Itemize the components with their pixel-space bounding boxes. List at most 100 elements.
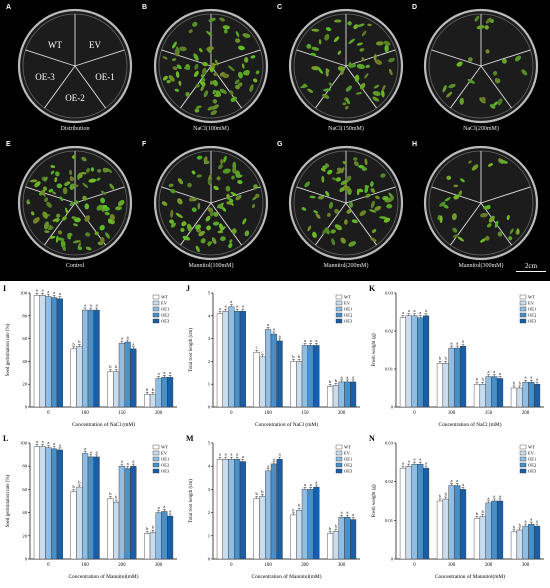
seedling — [501, 58, 507, 64]
legend-label: OE3 — [344, 469, 353, 474]
seedling — [373, 84, 380, 89]
x-tick-label: 300 — [155, 563, 163, 568]
seedling — [222, 168, 231, 174]
y-tick-label: 40 — [22, 359, 27, 364]
seedling — [221, 73, 230, 79]
bar — [510, 531, 518, 560]
seedling — [311, 46, 320, 51]
significance-letter: a — [304, 482, 306, 487]
plate-letter: G — [277, 141, 283, 148]
bar — [491, 500, 498, 560]
sector-label: OE-2 — [65, 93, 85, 103]
seedling — [304, 181, 310, 188]
seedling — [59, 196, 64, 202]
significance-letter: a — [499, 493, 501, 498]
bar — [422, 467, 430, 560]
seedling — [237, 179, 243, 185]
bar-chart-svg: M 0 1 2 3 4 5 Total root length (cm) Concentrati… — [186, 434, 360, 580]
significance-letter: a — [267, 463, 269, 468]
x-tick-label: 0 — [413, 563, 416, 568]
seedling — [175, 71, 180, 79]
significance-letter: a — [310, 338, 312, 343]
seedling — [96, 204, 103, 211]
seedling — [439, 201, 446, 207]
plate-caption: NaCl(100mM) — [193, 126, 229, 132]
seedling — [224, 29, 228, 34]
seedling — [493, 101, 499, 106]
seedling — [516, 228, 520, 235]
seedling — [43, 186, 48, 191]
x-tick-label: 200 — [338, 411, 346, 416]
plate-graphic — [288, 145, 404, 261]
seedling — [374, 205, 382, 211]
seedling — [384, 44, 389, 53]
plate-graphic: WT EV OE-1 OE-2 OE-3 — [17, 8, 133, 124]
bar — [93, 456, 100, 560]
petri-plate-C: C NaCl(150mM) — [277, 4, 411, 132]
seedling — [77, 246, 83, 251]
seedling — [485, 17, 492, 24]
legend-label: EV — [161, 301, 168, 306]
significance-letter: b — [513, 524, 516, 529]
significance-letter: a — [402, 310, 404, 315]
significance-letter: a — [230, 299, 232, 304]
seedling — [346, 209, 352, 214]
seedling — [61, 216, 67, 221]
seedling — [359, 82, 366, 90]
seedling — [228, 243, 233, 249]
legend-swatch — [335, 294, 343, 300]
panel-letter: J — [186, 284, 190, 293]
significance-letter: a — [47, 440, 49, 445]
seedling — [174, 48, 179, 54]
legend-swatch — [335, 462, 343, 468]
significance-letter: a — [42, 288, 44, 293]
seedling — [244, 230, 250, 237]
seedling — [199, 80, 206, 87]
seedling — [85, 232, 91, 237]
bar — [479, 383, 486, 408]
x-tick-label: 200 — [155, 411, 163, 416]
seedling — [497, 98, 503, 106]
sector-divider — [480, 65, 512, 109]
bar — [276, 340, 283, 408]
x-tick-label: 0 — [230, 563, 233, 568]
x-tick-label: 0 — [47, 411, 50, 416]
sector-label: OE-3 — [35, 72, 55, 82]
seedling — [487, 163, 494, 167]
legend-swatch — [335, 450, 343, 456]
y-tick-label: 20 — [22, 382, 27, 387]
y-tick-label: 1 — [208, 382, 211, 387]
significance-letter: a — [419, 457, 421, 462]
seedling — [317, 195, 325, 200]
seedling — [84, 215, 91, 221]
seedling — [176, 64, 182, 70]
seedling — [205, 160, 210, 164]
seedling — [347, 21, 352, 26]
significance-letter: a — [456, 478, 458, 483]
seedling — [172, 41, 177, 49]
x-tick-label: 300 — [522, 563, 530, 568]
seedling — [364, 158, 368, 166]
seedling — [188, 197, 194, 202]
significance-letter: a — [408, 459, 410, 464]
seedling — [67, 232, 73, 237]
plate-caption: Mannitol(100mM) — [188, 263, 234, 269]
significance-letter: a — [451, 341, 453, 346]
bar — [485, 502, 492, 560]
significance-letter: a — [96, 303, 98, 308]
bar — [516, 387, 523, 408]
bar — [411, 464, 418, 560]
seedling — [509, 228, 514, 235]
bar — [87, 309, 94, 408]
legend-label: OE2 — [528, 313, 536, 318]
seedling — [322, 228, 327, 235]
bar — [276, 459, 283, 560]
seedling — [325, 27, 332, 32]
legend-swatch — [519, 468, 527, 474]
seedling — [32, 217, 40, 224]
seedling — [57, 230, 63, 235]
chart-panel-K: K 0 0.01 0.02 0.03 Fresh weight (g) Concentrat… — [366, 283, 550, 431]
y-axis-label: Seed germination rate (%) — [6, 323, 11, 376]
seedling — [442, 204, 449, 209]
panel-letter: I — [3, 284, 6, 293]
